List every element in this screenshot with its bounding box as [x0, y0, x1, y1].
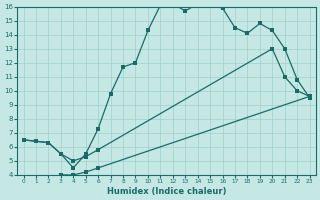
X-axis label: Humidex (Indice chaleur): Humidex (Indice chaleur) — [107, 187, 226, 196]
